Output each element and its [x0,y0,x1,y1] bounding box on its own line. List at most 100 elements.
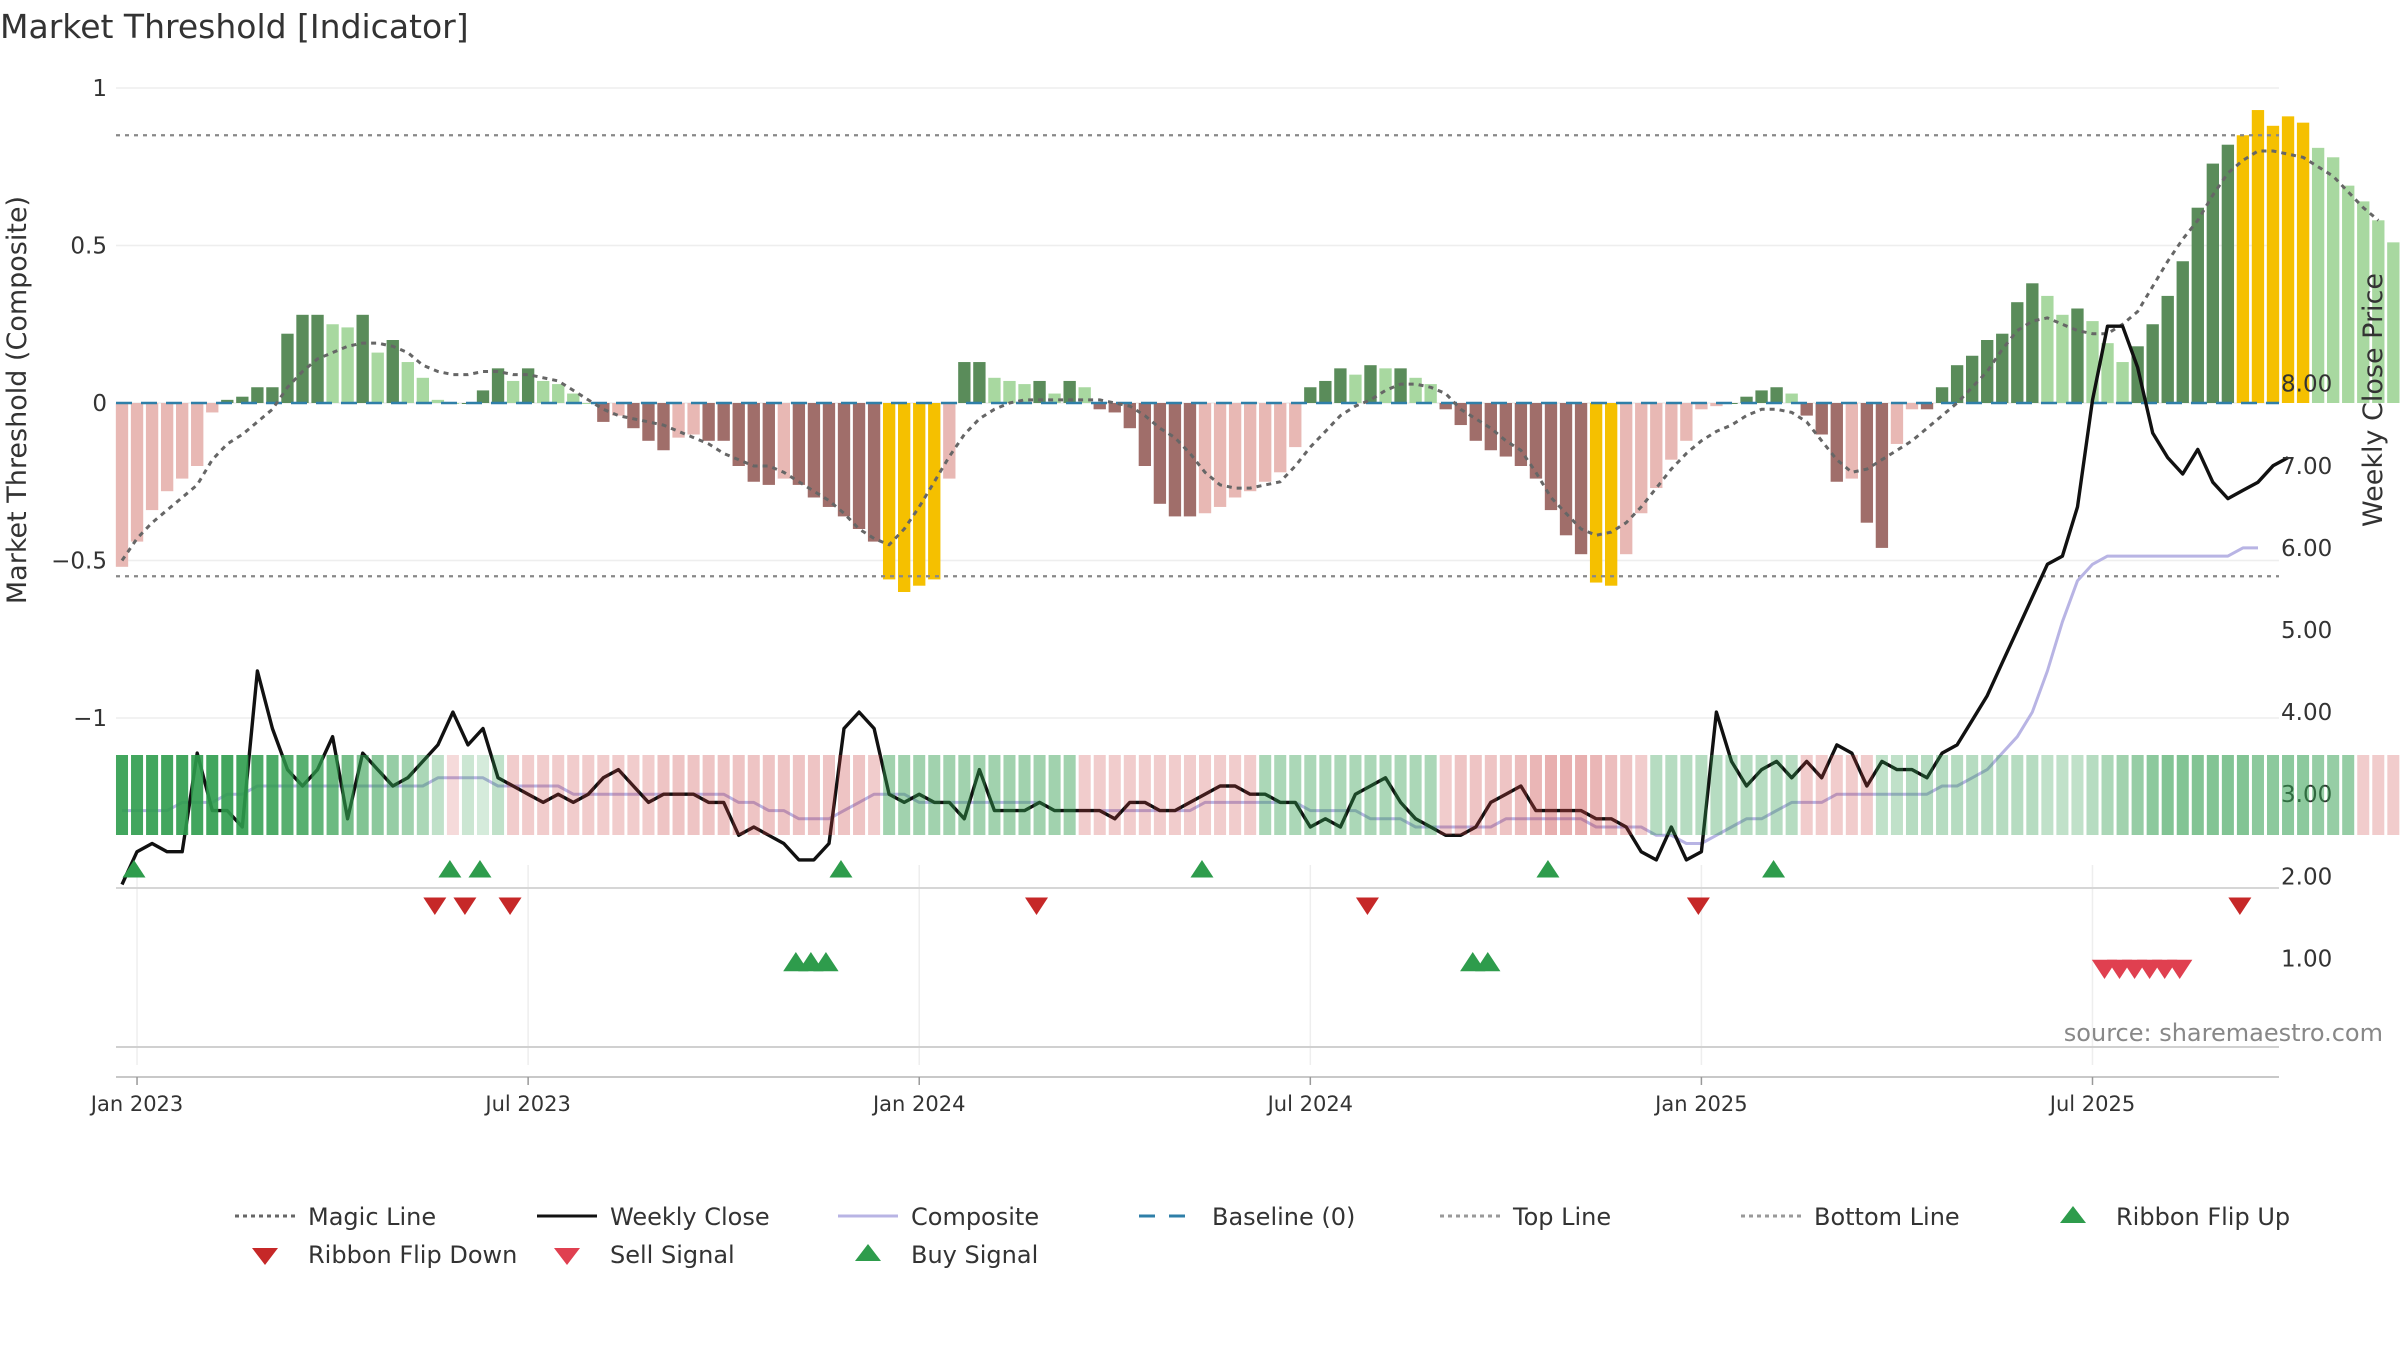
ribbon-cell-25 [492,755,505,835]
bar-43 [762,403,775,485]
ribbon-cell-144 [2282,755,2295,835]
ribbon-cell-112 [1800,755,1813,835]
ribbon-cell-50 [868,755,881,835]
bar-19 [401,362,414,403]
bar-99 [1604,403,1618,586]
bar-130 [2071,308,2084,403]
bar-42 [747,403,760,482]
bar-45 [792,403,806,485]
bar-73 [1213,403,1227,507]
ribbon-flip-up-marker [829,860,853,878]
bar-88 [1439,403,1452,410]
bar-69 [1153,403,1167,504]
ribbon-cell-143 [2266,755,2280,835]
ribbon-cell-23 [461,755,474,835]
bar-92 [1499,403,1513,457]
ribbon-cell-49 [853,755,866,835]
ribbon-cell-38 [687,755,700,835]
y-left-tick-label: −0.5 [51,549,107,575]
bar-122 [1950,365,1964,403]
bar-112 [1800,403,1813,416]
legend-swatch [252,1248,278,1265]
ribbon-cell-122 [1951,755,1964,835]
bar-96 [1559,403,1573,536]
ribbon-cell-71 [1183,755,1196,835]
bar-65 [1093,403,1106,410]
ribbon-cell-94 [1529,755,1542,835]
ribbon-cell-36 [657,755,670,835]
bar-35 [642,403,655,441]
bar-62 [1048,393,1061,403]
ribbon-cell-5 [191,755,204,835]
ribbon-cell-6 [206,755,219,835]
ribbon-flip-down-marker [1025,897,1049,915]
source-credit: source: sharemaestro.com [2064,1019,2383,1047]
bar-142 [2251,110,2265,404]
series-lines [120,149,2380,886]
reference-lines [116,134,2279,578]
ribbon-flip-up-marker [122,860,146,878]
bar-14 [326,324,339,403]
ribbon-cell-124 [1981,755,1994,835]
ribbon-cell-55 [943,755,956,835]
ribbon-cell-67 [1123,755,1136,835]
bar-137 [2176,261,2189,403]
buy-signal-marker [1475,952,1501,972]
ribbon-cell-7 [221,755,234,835]
ribbon-cell-45 [792,755,805,835]
ribbon-cell-90 [1469,755,1482,835]
bar-61 [1033,380,1046,403]
ribbon-cell-4 [176,755,189,835]
bar-8 [236,396,249,403]
y-left-tick-label: 0.5 [70,234,107,260]
bar-2 [145,403,159,511]
bar-47 [822,403,836,507]
bar-25 [491,368,505,403]
bar-119 [1905,403,1919,410]
bar-114 [1830,403,1843,482]
ribbon-cell-79 [1304,755,1317,835]
bar-33 [612,403,625,416]
bar-135 [2146,324,2159,403]
ribbon-flip-down-marker [423,897,447,915]
bar-115 [1845,403,1858,479]
bar-55 [943,403,956,479]
y-axis-left-label: Market Threshold (Composite) [2,196,33,604]
ribbon-cell-21 [431,755,444,835]
ribbon-cell-126 [2011,755,2024,835]
bar-129 [2056,314,2069,403]
bar-20 [416,377,430,403]
bar-38 [687,403,700,435]
y-right-tick-label: 5.00 [2281,618,2332,644]
ribbon-cell-34 [627,755,640,835]
sell-signal-marker [2167,959,2193,979]
ribbon-cell-84 [1379,755,1392,835]
legend-item-ribbon-flip-up: Ribbon Flip Up [2060,1203,2290,1231]
bar-91 [1484,403,1497,451]
ribbon-cell-129 [2056,755,2069,835]
bar-9 [251,387,264,403]
x-tick-label: Jan 2024 [871,1092,966,1116]
y-right-tick-label: 6.00 [2281,536,2332,562]
legend-item-bottom-line: Bottom Line [1741,1203,1960,1231]
ribbon-cell-14 [326,755,339,835]
bar-24 [476,390,490,403]
bar-50 [867,403,881,542]
ribbon-cell-32 [597,755,610,835]
ribbon-cell-57 [973,755,986,835]
ribbon-flip-up-marker [1762,860,1786,878]
ribbon-flip-down-marker [2228,897,2252,915]
bar-3 [160,403,174,492]
ribbon-cell-91 [1484,755,1497,835]
legend-label: Sell Signal [610,1241,735,1269]
bar-57 [973,362,986,403]
legend-swatch [2060,1206,2086,1223]
ribbon-cell-46 [807,755,820,835]
y-axis-left: 1 0.5 0 −0.5 −1 [51,76,107,732]
bar-27 [521,368,535,403]
bar-80 [1319,380,1332,403]
ribbon-cell-96 [1560,755,1573,835]
ribbon-cell-113 [1815,755,1828,835]
bar-144 [2281,116,2295,403]
bar-52 [898,403,911,592]
